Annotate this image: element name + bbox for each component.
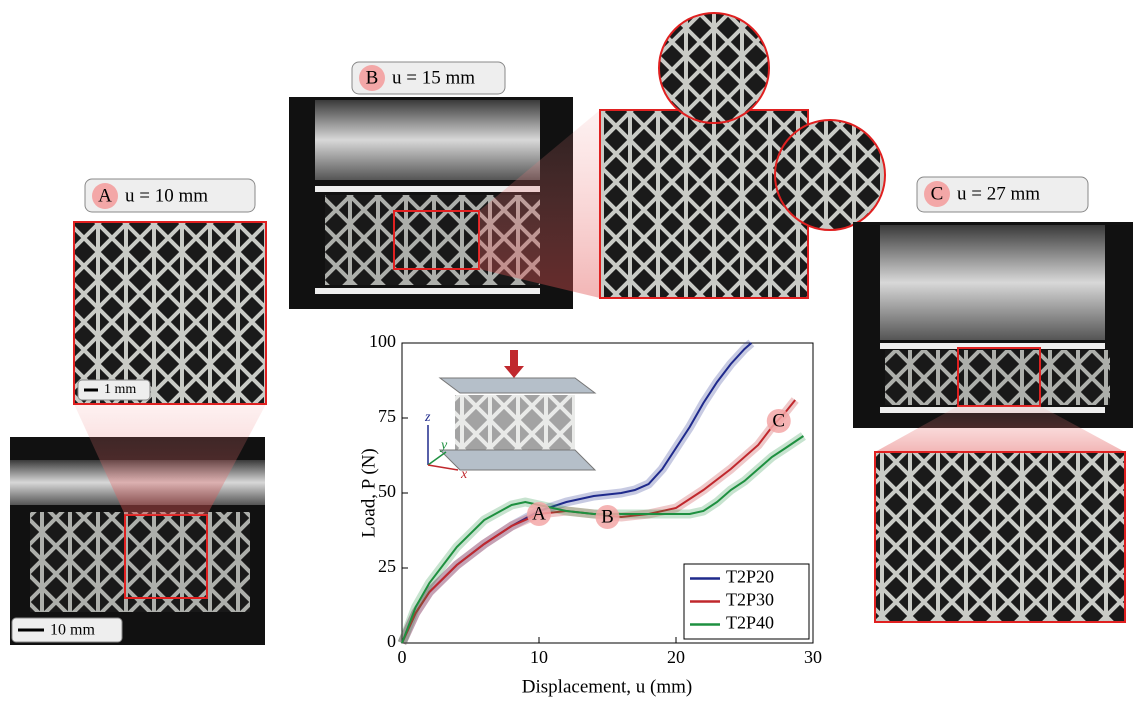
zoom-photo (74, 222, 266, 404)
y-tick-label: 0 (387, 631, 396, 651)
annotation-label: A (532, 503, 546, 524)
legend-label: T2P40 (726, 613, 774, 633)
scale-label: 10 mm (50, 622, 95, 639)
x-tick-label: 0 (398, 647, 407, 667)
inset-axis-label: x (460, 467, 468, 482)
annotation-label: C (772, 410, 785, 431)
scale-label: 1 mm (104, 382, 136, 397)
x-tick-label: 30 (804, 647, 822, 667)
platen (315, 100, 540, 180)
detail-circle (775, 120, 885, 230)
zoom-photo (600, 110, 808, 298)
marker: B (366, 67, 379, 88)
marker: A (98, 185, 112, 206)
legend-label: T2P30 (726, 590, 774, 610)
panel-a: 1 mm 10 mm A u = 10 mm (10, 179, 266, 645)
annotation-label: B (601, 506, 614, 527)
caption: u = 27 mm (957, 183, 1040, 204)
chart: z y x Displacement, u (mm) Load, P (N) 0… (358, 331, 822, 697)
y-tick-label: 25 (378, 556, 396, 576)
plate (315, 288, 540, 294)
figure: 1 mm 10 mm A u = 10 mm B u = 15 mm C u =… (0, 0, 1135, 703)
lattice (885, 350, 1110, 405)
x-tick-label: 10 (530, 647, 548, 667)
panel-b: B u = 15 mm (289, 13, 885, 309)
y-tick-label: 50 (378, 481, 396, 501)
inset-axis-label: y (439, 438, 448, 453)
zoom-photo (875, 452, 1125, 622)
x-axis-label: Displacement, u (mm) (522, 676, 692, 697)
y-tick-label: 100 (369, 331, 396, 351)
marker: C (931, 183, 944, 204)
legend-label: T2P20 (726, 567, 774, 587)
panel-c: C u = 27 mm (853, 177, 1133, 622)
x-tick-label: 20 (667, 647, 685, 667)
caption: u = 15 mm (392, 67, 475, 88)
inset-axis-label: z (424, 410, 431, 425)
detail-circle (659, 13, 769, 123)
caption: u = 10 mm (125, 185, 208, 206)
y-tick-label: 75 (378, 406, 396, 426)
platen (880, 225, 1105, 340)
y-axis-label: Load, P (N) (358, 448, 379, 538)
